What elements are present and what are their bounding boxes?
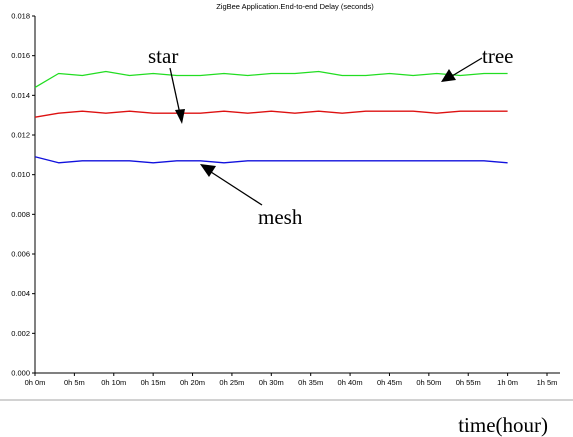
- annotation-star: star: [148, 44, 178, 68]
- x-tick-label: 0h 0m: [25, 378, 46, 387]
- x-tick-label: 1h 0m: [497, 378, 518, 387]
- y-tick-label: 0.000: [11, 369, 30, 378]
- series-line-tree: [34, 70, 508, 88]
- x-axis-label: time(hour): [458, 413, 548, 437]
- x-tick-label: 0h 55m: [456, 378, 481, 387]
- x-axis-ticks: 0h 0m 0h 5m 0h 10m 0h 15m 0h 20m 0h 25m 0h 30m…: [25, 373, 558, 387]
- annotation-star-arrowhead: [175, 109, 185, 124]
- x-tick-label: 0h 45m: [377, 378, 402, 387]
- x-tick-label: 0h 15m: [141, 378, 166, 387]
- x-tick-label: 0h 5m: [64, 378, 85, 387]
- annotation-tree: tree: [482, 44, 513, 68]
- y-tick-label: 0.014: [11, 91, 30, 100]
- annotation-mesh-arrow-shaft: [210, 171, 263, 206]
- y-tick-label: 0.006: [11, 250, 30, 259]
- annotation-star-arrow-shaft: [169, 67, 181, 115]
- annotation-layer: star tree mesh: [148, 44, 513, 229]
- y-tick-label: 0.004: [11, 289, 30, 298]
- y-tick-label: 0.012: [11, 131, 30, 140]
- y-tick-label: 0.002: [11, 329, 30, 338]
- y-tick-label: 0.008: [11, 210, 30, 219]
- x-tick-label: 0h 40m: [338, 378, 363, 387]
- y-tick-label: 0.010: [11, 170, 30, 179]
- x-tick-label: 0h 10m: [101, 378, 126, 387]
- series-layer: [34, 70, 508, 164]
- x-tick-label: 0h 25m: [219, 378, 244, 387]
- annotation-mesh-arrowhead: [200, 164, 216, 177]
- x-tick-label: 0h 50m: [416, 378, 441, 387]
- chart-title: ZigBee Application.End-to-end Delay (sec…: [216, 2, 374, 11]
- y-tick-label: 0.018: [11, 12, 30, 21]
- y-tick-label: 0.016: [11, 51, 30, 60]
- annotation-tree-arrowhead: [441, 69, 456, 82]
- x-tick-label: 1h 5m: [537, 378, 558, 387]
- annotation-mesh: mesh: [258, 205, 303, 229]
- x-tick-label: 0h 20m: [180, 378, 205, 387]
- annotation-tree-arrow-shaft: [451, 57, 483, 77]
- y-axis-ticks: 0.000 0.002 0.004 0.006 0.008 0.010 0.012 0.014…: [11, 12, 35, 378]
- x-tick-label: 0h 30m: [259, 378, 284, 387]
- series-line-star: [34, 110, 508, 118]
- x-tick-label: 0h 35m: [298, 378, 323, 387]
- series-line-mesh: [34, 156, 508, 164]
